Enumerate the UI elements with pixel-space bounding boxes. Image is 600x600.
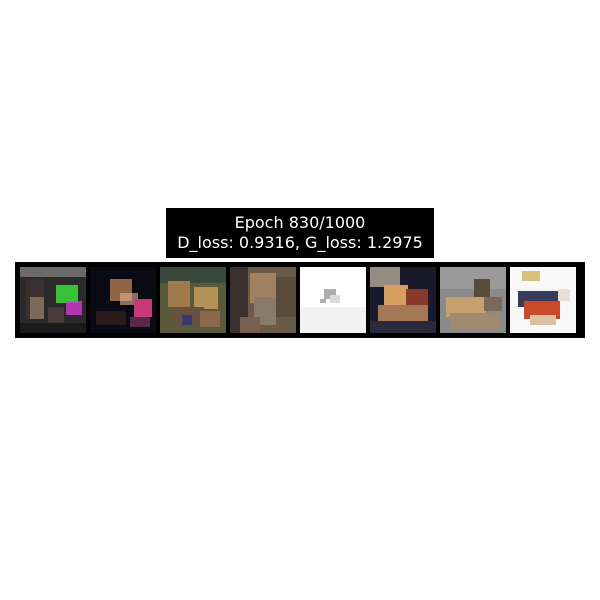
generated-sample-7 xyxy=(440,267,506,333)
loss-label: D_loss: 0.9316, G_loss: 1.2975 xyxy=(177,233,423,252)
generated-sample-4 xyxy=(230,267,296,333)
generated-sample-5 xyxy=(300,267,366,333)
generated-sample-2 xyxy=(90,267,156,333)
generated-sample-3 xyxy=(160,267,226,333)
epoch-label: Epoch 830/1000 xyxy=(234,213,366,232)
generated-samples-strip xyxy=(15,262,585,338)
generated-sample-8 xyxy=(510,267,576,333)
generated-sample-1 xyxy=(20,267,86,333)
generated-sample-6 xyxy=(370,267,436,333)
figure-title: Epoch 830/1000 D_loss: 0.9316, G_loss: 1… xyxy=(166,208,434,258)
